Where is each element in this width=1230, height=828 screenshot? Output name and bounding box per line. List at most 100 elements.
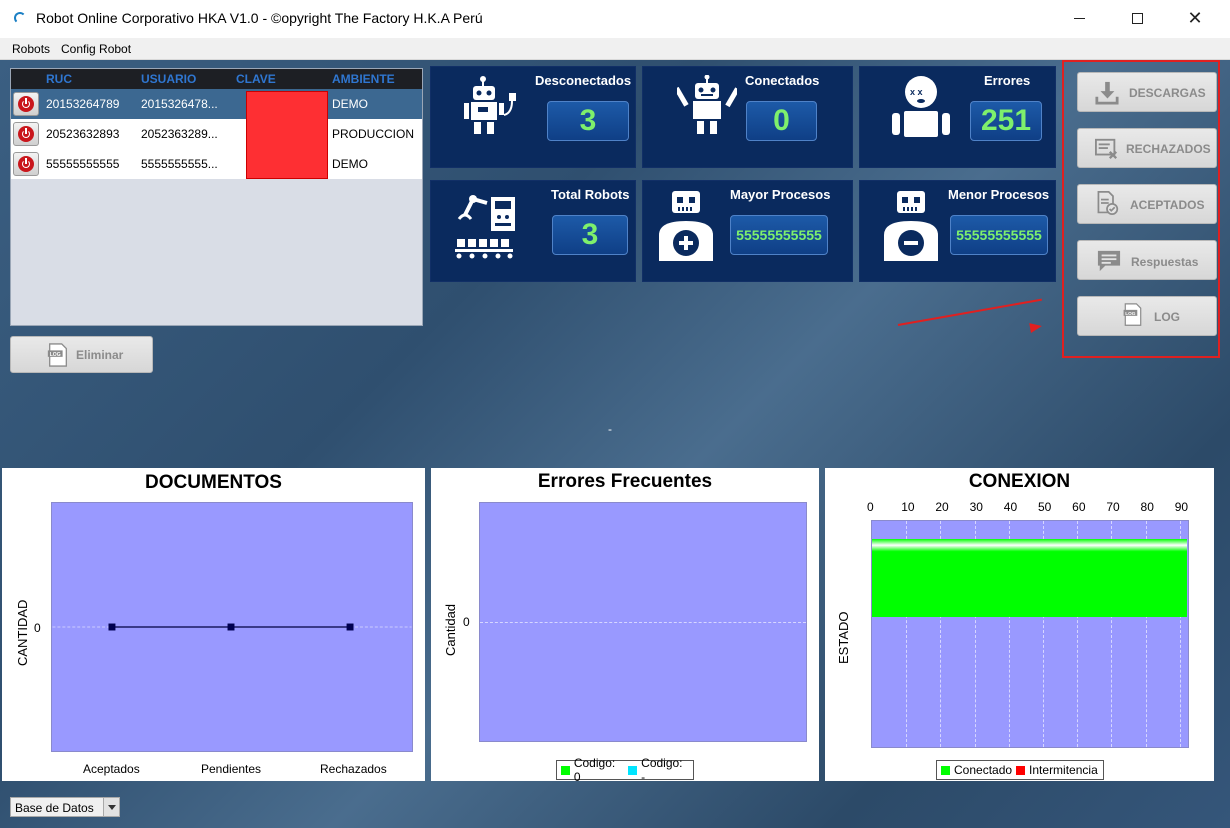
annotation-arrow xyxy=(897,298,1042,326)
data-point-aceptados xyxy=(108,623,116,631)
chart-title: Errores Frecuentes xyxy=(537,471,713,492)
legend-swatch xyxy=(941,765,950,775)
table-row[interactable]: 20153264789 2015326478... DEMO xyxy=(11,89,422,119)
menu-robots[interactable]: Robots xyxy=(12,42,51,56)
rechazados-button[interactable]: RECHAZADOS xyxy=(1077,128,1217,168)
legend-item: Codigo: - xyxy=(641,756,683,784)
x-tick: 10 xyxy=(901,500,915,514)
menu-config-robot[interactable]: Config Robot xyxy=(61,42,132,56)
x-tick-pendientes: Pendientes xyxy=(201,762,262,776)
y-tick: 0 xyxy=(463,615,470,629)
x-tick-rechazados: Rechazados xyxy=(320,762,387,776)
x-tick: 90 xyxy=(1174,500,1189,514)
log-button[interactable]: LOG LOG xyxy=(1077,296,1217,336)
panel-errores: x x Errores 251 xyxy=(859,66,1056,168)
mayor-procesos-label: Mayor Procesos xyxy=(730,187,831,202)
documentos-plot xyxy=(51,502,413,752)
log-file-icon: LOG xyxy=(47,343,67,367)
header-ambiente[interactable]: AMBIENTE xyxy=(332,72,395,86)
legend-swatch xyxy=(561,765,570,775)
respuestas-button[interactable]: Respuestas xyxy=(1077,240,1217,280)
chart-title: DOCUMENTOS xyxy=(145,472,282,493)
log-file-icon: LOG xyxy=(1123,303,1142,326)
title-bar: Robot Online Corporativo HKA V1.0 - ©opy… xyxy=(0,0,1230,38)
header-usuario[interactable]: USUARIO xyxy=(141,72,197,86)
close-icon: ✕ xyxy=(1187,7,1203,28)
gridline xyxy=(940,521,942,747)
main-area: RUC USUARIO CLAVE AMBIENTE 20153264789 2… xyxy=(0,60,1230,828)
eliminar-button[interactable]: LOG Eliminar xyxy=(10,336,153,373)
rechazados-label: RECHAZADOS xyxy=(1126,142,1211,156)
gridline xyxy=(906,521,908,747)
robot-happy-icon xyxy=(677,75,737,134)
table-row[interactable]: 20523632893 2052363289... PRODUCCION xyxy=(11,119,422,149)
annotation-highlight-box xyxy=(1062,60,1220,358)
cell-usuario: 2052363289... xyxy=(141,127,218,141)
rejected-icon xyxy=(1095,138,1118,160)
x-tick: 20 xyxy=(935,500,949,514)
minimize-button[interactable] xyxy=(1050,0,1108,36)
header-ruc[interactable]: RUC xyxy=(46,72,72,86)
accepted-icon xyxy=(1097,191,1119,215)
chevron-down-icon[interactable] xyxy=(103,798,119,816)
table-row[interactable]: 55555555555 5555555555... DEMO xyxy=(11,149,422,179)
aceptados-button[interactable]: ACEPTADOS xyxy=(1077,184,1217,224)
conexion-plot xyxy=(871,520,1189,748)
x-tick: 80 xyxy=(1140,500,1154,514)
menor-procesos-value: 55555555555 xyxy=(950,215,1048,255)
maximize-button[interactable] xyxy=(1108,0,1166,36)
menu-bar: Robots Config Robot xyxy=(0,38,1230,60)
y-tick: 0 xyxy=(34,621,41,635)
close-button[interactable]: ✕ xyxy=(1166,0,1224,36)
gridline xyxy=(1111,521,1113,747)
x-tick: 30 xyxy=(969,500,983,514)
gridline xyxy=(974,521,976,747)
legend-item: Conectado xyxy=(954,763,1013,777)
chart-documentos: DOCUMENTOS CANTIDAD 0 Aceptados Pendient… xyxy=(2,468,425,781)
robot-factory-icon xyxy=(455,195,515,259)
power-button[interactable] xyxy=(13,152,39,176)
gridline xyxy=(1008,521,1010,747)
dash-text: - xyxy=(608,422,612,436)
robot-plus-icon xyxy=(659,191,713,261)
power-icon xyxy=(18,156,34,172)
descargas-button[interactable]: DESCARGAS xyxy=(1077,72,1217,112)
power-icon xyxy=(18,126,34,142)
gridline xyxy=(1077,521,1079,747)
chart-errores-frecuentes: Errores Frecuentes Cantidad 0 Codigo: 0 … xyxy=(431,468,819,784)
log-label: LOG xyxy=(1154,310,1180,324)
panel-total-robots: Total Robots 3 xyxy=(430,180,636,282)
header-clave[interactable]: CLAVE xyxy=(236,72,276,86)
svg-text:LOG: LOG xyxy=(50,352,61,358)
total-robots-label: Total Robots xyxy=(551,187,630,202)
cell-ambiente: PRODUCCION xyxy=(332,127,415,141)
errores-label: Errores xyxy=(984,73,1031,88)
cell-ambiente: DEMO xyxy=(332,157,368,171)
chat-icon xyxy=(1097,250,1121,272)
robot-unplugged-icon xyxy=(464,76,516,134)
panel-mayor-procesos: Mayor Procesos 55555555555 xyxy=(642,180,853,282)
power-button[interactable] xyxy=(13,122,39,146)
gridline xyxy=(1145,521,1147,747)
window-title: Robot Online Corporativo HKA V1.0 - ©opy… xyxy=(36,10,483,26)
robots-table: RUC USUARIO CLAVE AMBIENTE 20153264789 2… xyxy=(10,68,423,326)
database-combo-value: Base de Datos xyxy=(15,801,94,815)
cell-ruc: 20153264789 xyxy=(46,97,120,111)
x-tick: 60 xyxy=(1072,500,1086,514)
maximize-icon xyxy=(1131,12,1143,24)
legend-item: Codigo: 0 xyxy=(573,756,616,784)
x-tick: 0 xyxy=(867,500,874,514)
cell-ruc: 55555555555 xyxy=(46,157,120,171)
robot-error-icon: x x xyxy=(892,76,950,137)
x-tick-aceptados: Aceptados xyxy=(83,762,140,776)
y-axis-title: Cantidad xyxy=(443,603,458,656)
power-button[interactable] xyxy=(13,92,39,116)
x-tick: 70 xyxy=(1106,500,1120,514)
chart-conexion: CONEXION ESTADO 0 10 20 30 40 50 60 70 80 90 Cone… xyxy=(825,468,1214,781)
desconectados-value: 3 xyxy=(547,101,629,141)
data-point-rechazados xyxy=(346,623,354,631)
database-combo[interactable]: Base de Datos xyxy=(10,797,120,817)
descargas-label: DESCARGAS xyxy=(1129,86,1206,100)
svg-text:x x: x x xyxy=(910,87,923,97)
x-tick: 40 xyxy=(1003,500,1018,514)
